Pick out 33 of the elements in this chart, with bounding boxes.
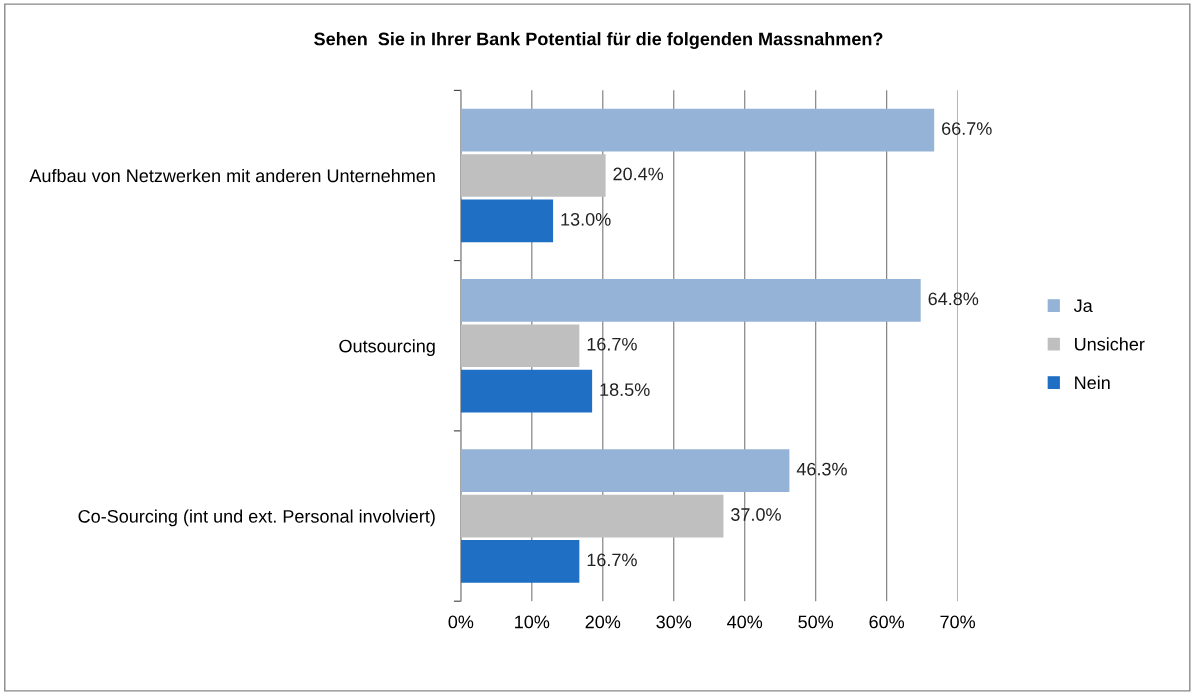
x-tick-label: 30% (656, 615, 692, 629)
x-tick-label: 20% (585, 615, 621, 629)
data-label: 20.4% (613, 167, 664, 181)
data-label: 66.7% (942, 122, 992, 135)
data-label: 18.5% (600, 383, 650, 397)
data-label: 16.7% (587, 337, 637, 351)
x-tick-label: 50% (798, 615, 834, 629)
bar (460, 279, 921, 322)
bar (460, 324, 580, 368)
bar (460, 494, 724, 538)
data-label: 13.0% (561, 212, 611, 226)
bar (460, 369, 593, 413)
bar (460, 540, 580, 583)
legend-label: Ja (1073, 299, 1093, 313)
bar (460, 108, 935, 152)
chart-title: Sehen Sie in Ihrer Bank Potential für die folgenden Massnahmen? (314, 32, 883, 49)
y-tick-label: Co-Sourcing (int und ext. Personal involviert) (78, 509, 435, 527)
x-tick-label: 70% (940, 615, 976, 629)
bar (460, 199, 554, 243)
x-tick-label: 10% (515, 615, 550, 629)
data-label: 46.3% (796, 462, 847, 476)
data-label: 37.0% (731, 508, 781, 521)
bar (460, 154, 606, 197)
legend-label: Nein (1075, 375, 1110, 390)
bar (460, 449, 790, 492)
legend-label: Unsicher (1075, 337, 1145, 351)
data-label: 64.8% (928, 292, 979, 306)
y-tick-label: Aufbau von Netzwerken mit anderen Unternehmen (29, 168, 435, 183)
x-tick-label: 60% (869, 615, 905, 629)
x-tick-label: 40% (727, 615, 763, 629)
x-tick-label: 0% (448, 615, 474, 629)
data-label: 16.7% (587, 553, 637, 567)
y-tick-label: Outsourcing (339, 339, 435, 357)
